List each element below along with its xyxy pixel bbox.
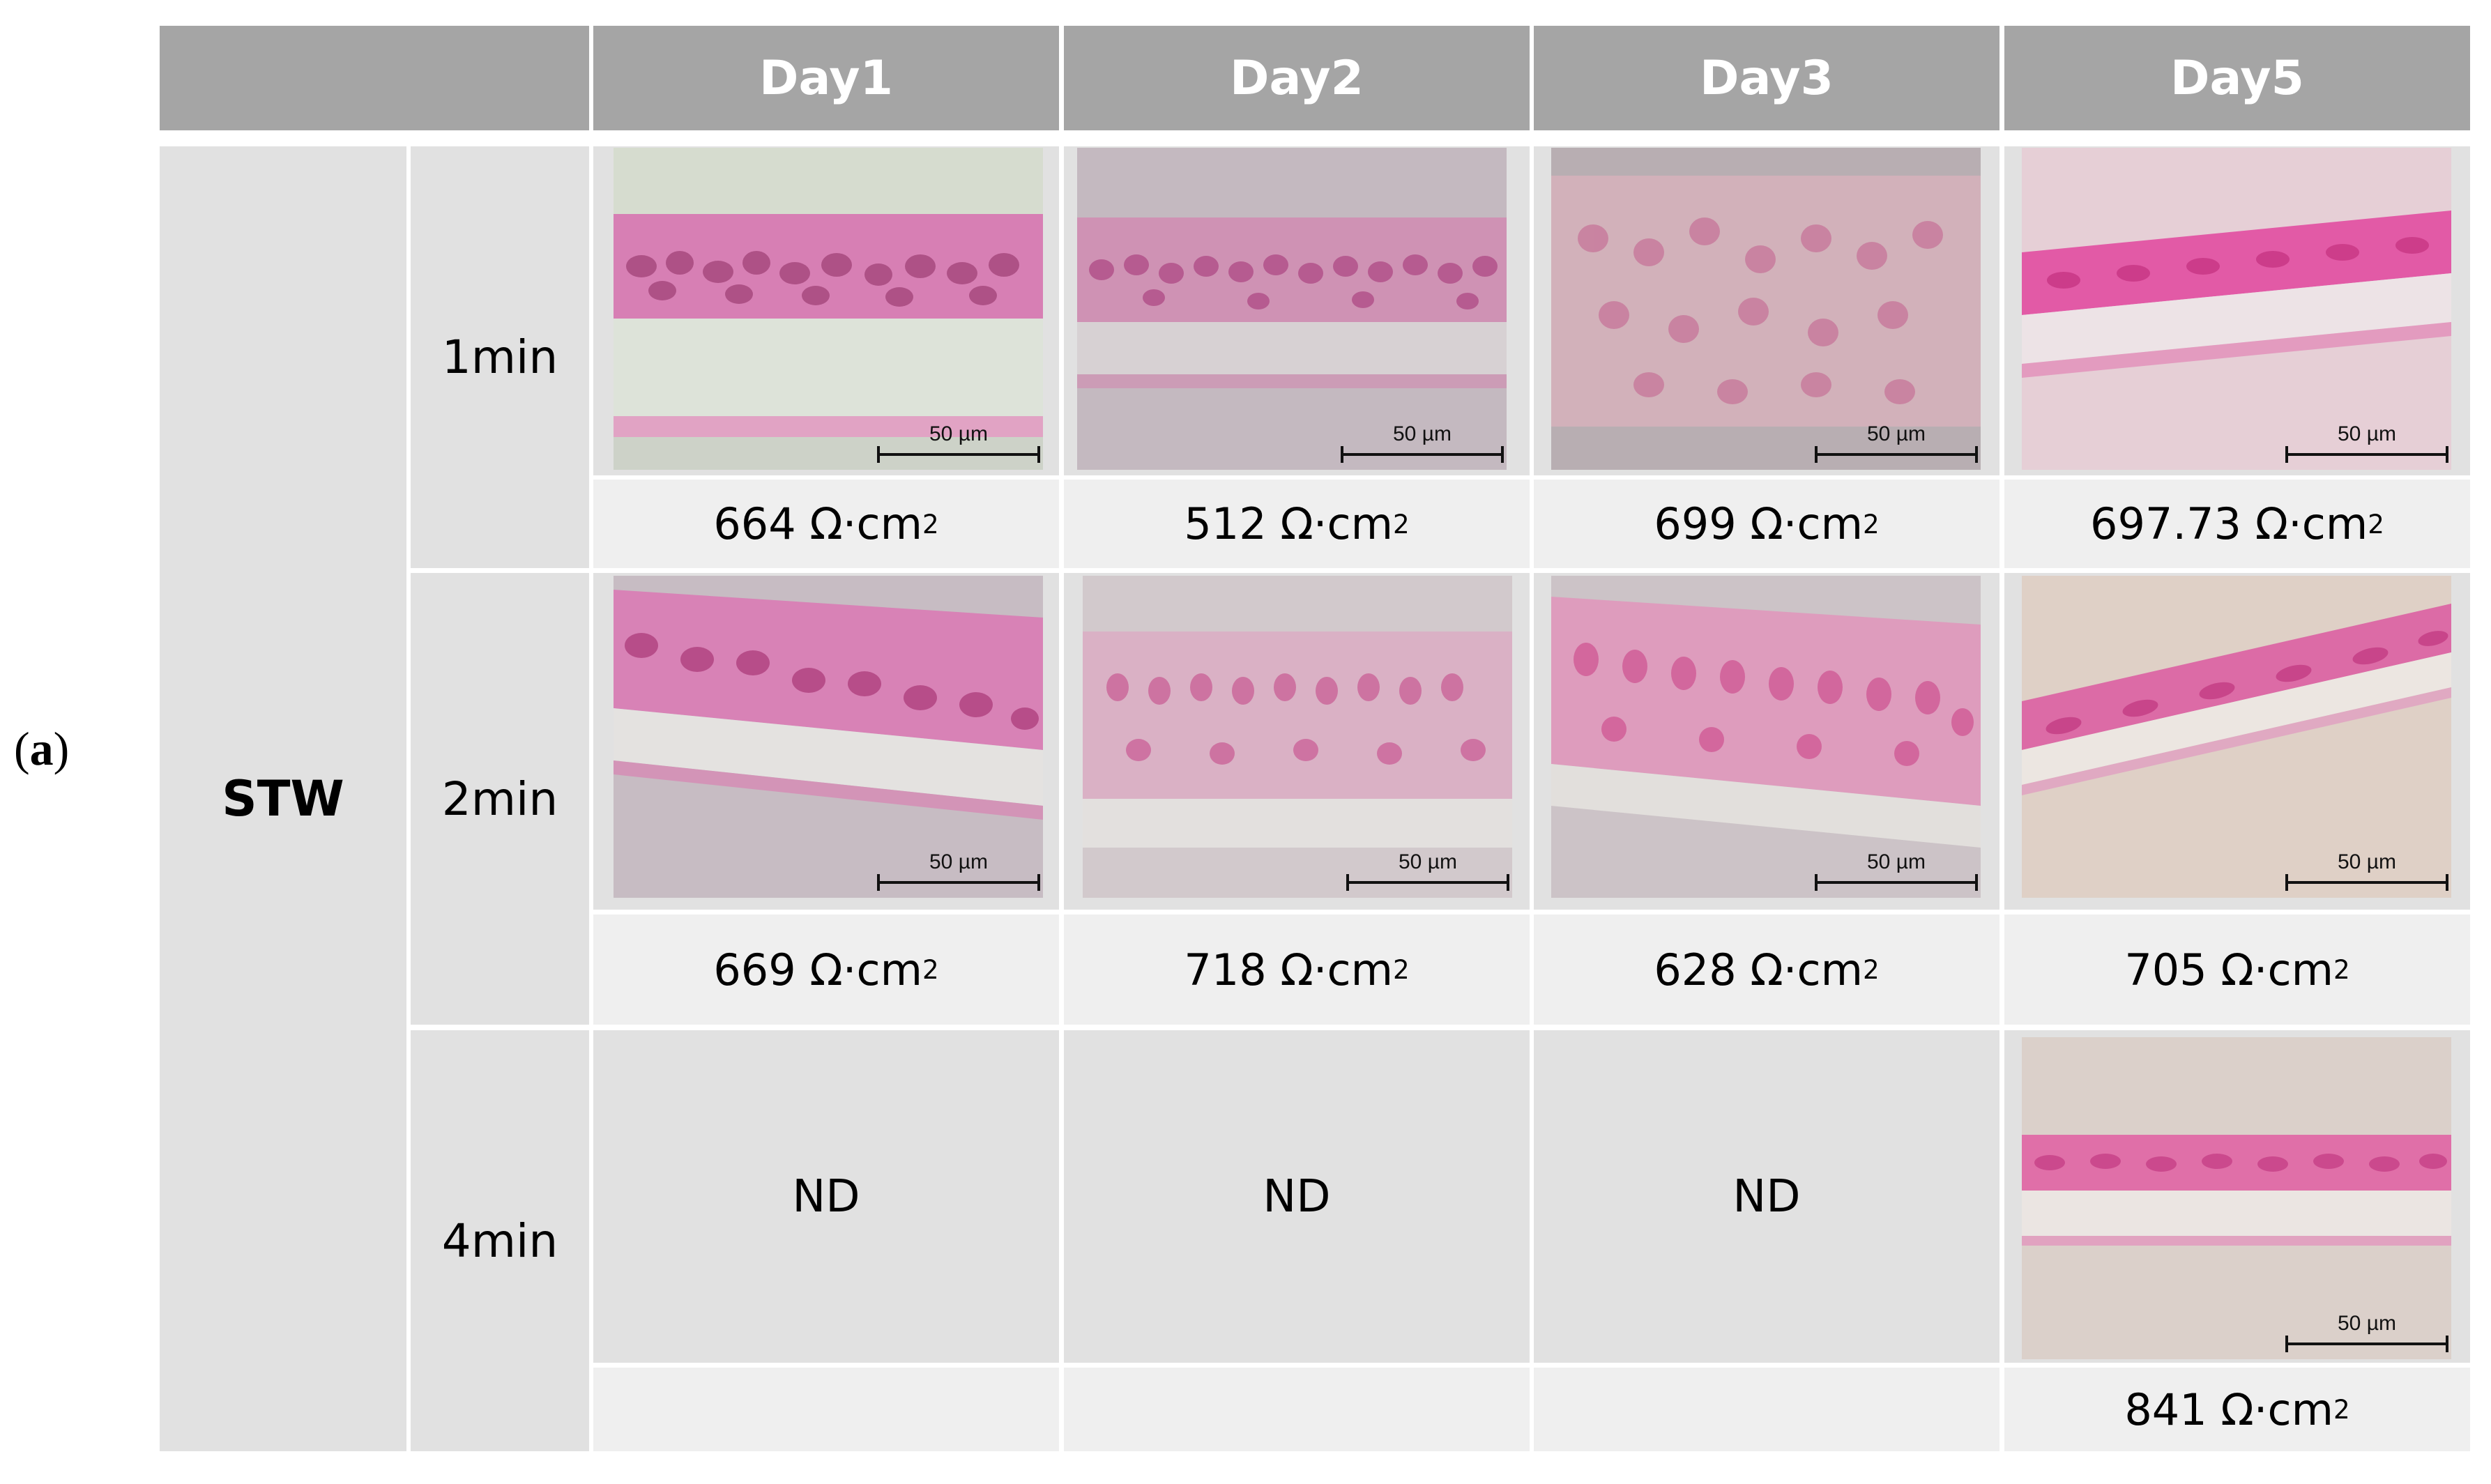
micrograph-1min-day5: 50 µm — [2022, 148, 2451, 470]
scale-bar-label: 50 µm — [1867, 850, 1926, 873]
time-label-1min: 1min — [411, 146, 589, 568]
column-header-day5: Day5 — [2004, 26, 2470, 130]
teer-value-1min-day3: 699 Ω·cm 2 — [1534, 480, 1999, 568]
micrograph-4min-day5: 50 µm — [2022, 1037, 2451, 1359]
time-label-4min: 4min — [411, 1030, 589, 1451]
scale-bar-label: 50 µm — [929, 850, 988, 873]
time-label-2min: 2min — [411, 573, 589, 1025]
micrograph-2min-day3: 50 µm — [1551, 576, 1981, 898]
header-corner — [160, 26, 589, 130]
micrograph-2min-day5: 50 µm — [2022, 576, 2451, 898]
teer-value-1min-day2: 512 Ω·cm 2 — [1064, 480, 1530, 568]
micrograph-2min-day1: 50 µm — [614, 576, 1043, 898]
teer-value-4min-day5: 841 Ω·cm 2 — [2004, 1368, 2470, 1451]
teer-value-2min-day3: 628 Ω·cm 2 — [1534, 915, 1999, 1025]
teer-value-2min-day5: 705 Ω·cm 2 — [2004, 915, 2470, 1025]
micrograph-1min-day2: 50 µm — [1077, 148, 1507, 470]
teer-value-1min-day1: 664 Ω·cm 2 — [593, 480, 1059, 568]
scale-bar-label: 50 µm — [2338, 1312, 2396, 1335]
column-header-day3: Day3 — [1534, 26, 1999, 130]
empty-value-cell — [593, 1368, 1059, 1451]
scale-bar-label: 50 µm — [1399, 850, 1457, 873]
micrograph-2min-day2: 50 µm — [1083, 576, 1512, 898]
teer-value-2min-day1: 669 Ω·cm 2 — [593, 915, 1059, 1025]
nd-cell-4min-day1: ND — [593, 1030, 1059, 1363]
nd-cell-4min-day2: ND — [1064, 1030, 1530, 1363]
teer-value-1min-day5: 697.73 Ω·cm 2 — [2004, 480, 2470, 568]
scale-bar-label: 50 µm — [1867, 422, 1926, 445]
column-header-day1: Day1 — [593, 26, 1059, 130]
group-label-stw: STW — [160, 146, 406, 1451]
micrograph-1min-day3: 50 µm — [1551, 148, 1981, 470]
scale-bar-label: 50 µm — [929, 422, 988, 445]
scale-bar-label: 50 µm — [2338, 422, 2396, 445]
empty-value-cell — [1064, 1368, 1530, 1451]
panel-label: (a) — [14, 722, 70, 775]
column-header-day2: Day2 — [1064, 26, 1530, 130]
scale-bar-label: 50 µm — [2338, 850, 2396, 873]
scale-bar-label: 50 µm — [1393, 422, 1452, 445]
nd-cell-4min-day3: ND — [1534, 1030, 1999, 1363]
micrograph-1min-day1: 50 µm — [614, 148, 1043, 470]
teer-value-2min-day2: 718 Ω·cm 2 — [1064, 915, 1530, 1025]
empty-value-cell — [1534, 1368, 1999, 1451]
